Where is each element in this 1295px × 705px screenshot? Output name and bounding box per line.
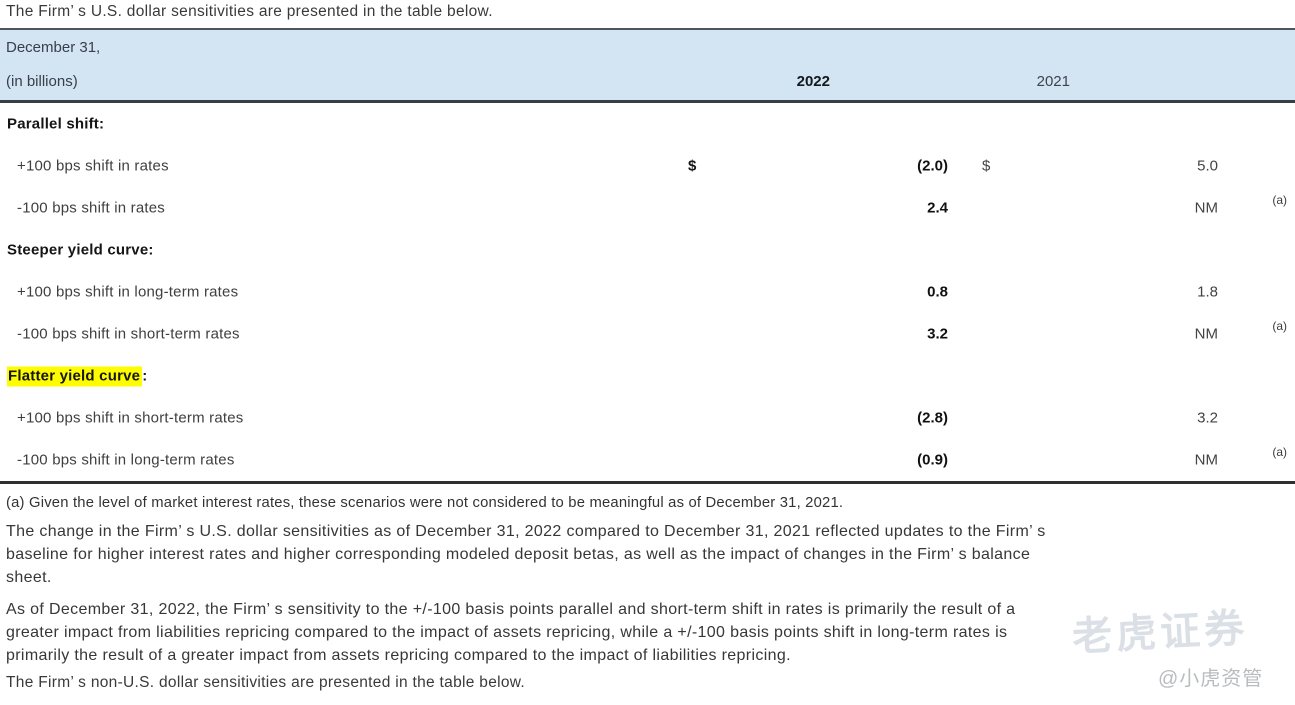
value-2021: NM [1194, 199, 1218, 217]
dollar-sign-2022: $ [688, 157, 697, 175]
footnote-ref: (a) [1272, 193, 1287, 208]
table-row-category: Steeper yield curve: [0, 229, 1295, 271]
table-row-category: Parallel shift: [0, 103, 1295, 145]
table-body: Parallel shift: +100 bps shift in rates … [0, 103, 1295, 484]
highlighted-text: Flatter yield curve [7, 366, 143, 387]
column-header-2022: 2022 [796, 73, 830, 90]
paragraph-line: sheet. [6, 569, 52, 586]
closing-sentence: The Firm’ s non-U.S. dollar sensitivitie… [6, 674, 526, 691]
paragraph-line: greater impact from liabilities repricin… [6, 624, 1008, 641]
column-header-2021: 2021 [1036, 73, 1070, 90]
value-2022: 3.2 [927, 325, 948, 343]
dollar-sign-2021: $ [982, 157, 991, 175]
header-date: December 31, [6, 39, 101, 56]
table-header: December 31, (in billions) 2022 2021 [0, 28, 1295, 103]
paragraph-line: baseline for higher interest rates and h… [6, 546, 1031, 563]
usd-sensitivities-table: December 31, (in billions) 2022 2021 Par… [0, 28, 1295, 484]
row-label: -100 bps shift in rates [17, 199, 166, 217]
paragraph-sensitivity: As of December 31, 2022, the Firm’ s sen… [6, 598, 1289, 667]
paragraph-line: As of December 31, 2022, the Firm’ s sen… [6, 601, 1016, 618]
paragraph-line: primarily the result of a greater impact… [6, 647, 791, 664]
value-2022: (2.0) [917, 157, 948, 175]
header-unit: (in billions) [6, 73, 78, 90]
row-label: +100 bps shift in rates [17, 157, 169, 175]
table-row: +100 bps shift in rates $ (2.0) $ 5.0 [0, 145, 1295, 187]
value-2021: NM [1194, 451, 1218, 469]
table-row: -100 bps shift in long-term rates (0.9) … [0, 439, 1295, 481]
intro-sentence: The Firm’ s U.S. dollar sensitivities ar… [6, 3, 493, 20]
value-2022: 0.8 [927, 283, 948, 301]
category-label: Flatter yield curve: [7, 366, 148, 387]
row-label: +100 bps shift in long-term rates [17, 283, 239, 301]
row-label: -100 bps shift in short-term rates [17, 325, 240, 343]
value-2021: NM [1194, 325, 1218, 343]
table-row: +100 bps shift in long-term rates 0.8 1.… [0, 271, 1295, 313]
table-row-category-highlighted: Flatter yield curve: [0, 355, 1295, 397]
table-row: -100 bps shift in short-term rates 3.2 N… [0, 313, 1295, 355]
watermark-handle: @小虎资管 [1158, 668, 1264, 690]
value-2022: 2.4 [927, 199, 948, 217]
table-row: +100 bps shift in short-term rates (2.8)… [0, 397, 1295, 439]
value-2021: 1.8 [1197, 283, 1218, 301]
paragraph-line: The change in the Firm’ s U.S. dollar se… [6, 523, 1046, 540]
category-label: Parallel shift: [7, 115, 105, 133]
paragraph-change: The change in the Firm’ s U.S. dollar se… [6, 520, 1289, 589]
table-row: -100 bps shift in rates 2.4 NM (a) [0, 187, 1295, 229]
value-2022: (2.8) [917, 409, 948, 427]
footnote-ref: (a) [1272, 319, 1287, 334]
footnote-ref: (a) [1272, 445, 1287, 460]
value-2021: 3.2 [1197, 409, 1218, 427]
table-footnote: (a) Given the level of market interest r… [6, 495, 844, 511]
category-label-suffix: : [142, 367, 148, 385]
row-label: +100 bps shift in short-term rates [17, 409, 244, 427]
value-2022: (0.9) [917, 451, 948, 469]
value-2021: 5.0 [1197, 157, 1218, 175]
category-label: Steeper yield curve: [7, 241, 154, 259]
row-label: -100 bps shift in long-term rates [17, 451, 235, 469]
